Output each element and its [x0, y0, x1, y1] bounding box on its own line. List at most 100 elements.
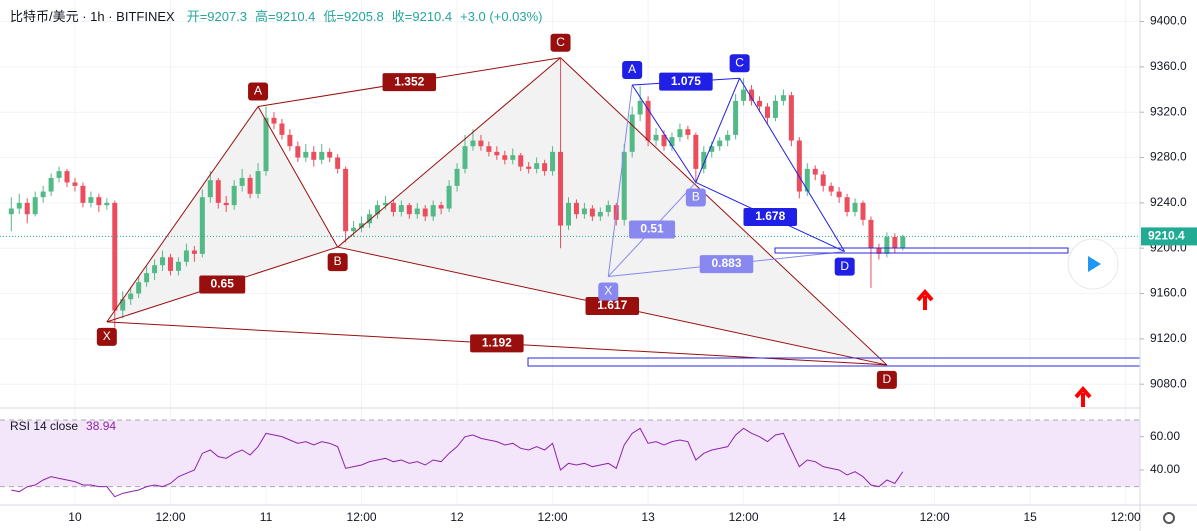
point-box: [96, 327, 117, 346]
candle-body: [406, 205, 412, 215]
ratio-box: [585, 297, 640, 315]
candle-body: [534, 163, 540, 169]
candle-body: [263, 117, 269, 172]
candle-body: [231, 185, 237, 206]
candle-body: [327, 151, 333, 158]
candle-body: [868, 219, 874, 249]
pattern-leg: [607, 84, 633, 277]
point-label: C: [735, 55, 744, 69]
point-box: [876, 370, 897, 389]
candle-body: [812, 168, 818, 175]
play-button[interactable]: [1067, 238, 1119, 290]
candle-body: [16, 202, 22, 209]
x-tick-label: 12:00: [1111, 510, 1141, 524]
candle-body: [311, 151, 317, 160]
candle-body: [709, 146, 715, 152]
candle-body: [876, 248, 882, 254]
candle-body: [764, 106, 770, 118]
header: 比特币/美元 · 1h · BITFINEX 开=9207.3 高=9210.4 低=…: [10, 9, 543, 24]
y-tick-label: 60.00: [1150, 429, 1180, 443]
last-price-label: 9210.4: [1148, 229, 1185, 243]
candle-body: [589, 208, 595, 217]
ratio-label: 0.883: [711, 256, 741, 270]
point-label: X: [103, 329, 111, 343]
candle-body: [462, 146, 468, 169]
candle-body: [64, 171, 70, 183]
ratio-label: 0.51: [640, 222, 664, 236]
y-tick-label: 9160.0: [1150, 286, 1187, 300]
arrow-icon: [916, 288, 934, 310]
ratio-box: [382, 73, 437, 92]
candle-body: [637, 100, 643, 115]
candle-body: [542, 163, 548, 172]
x-tick-label: 12: [450, 510, 464, 524]
candle-body: [438, 205, 444, 209]
pattern-leg: [106, 106, 259, 323]
x-tick-label: 12:00: [538, 510, 568, 524]
candle-body: [780, 95, 786, 101]
candle-body: [558, 151, 564, 226]
candle-body: [510, 155, 516, 160]
candle-body: [828, 185, 834, 192]
candle-body: [32, 197, 38, 215]
candle-body: [852, 202, 858, 212]
candle-body: [772, 100, 778, 118]
candle-body: [605, 205, 611, 212]
open-label: 开=9207.3: [187, 9, 247, 24]
point-label: C: [556, 35, 565, 49]
candle-body: [717, 140, 723, 147]
candle-body: [414, 208, 420, 215]
point-box: [622, 61, 643, 79]
candle-body: [56, 171, 62, 178]
candle-body: [454, 168, 460, 186]
candle-body: [199, 197, 205, 254]
settings-button[interactable]: [1163, 512, 1175, 524]
play-icon[interactable]: [1088, 256, 1101, 272]
candle-body: [844, 197, 850, 212]
candle-body: [422, 208, 428, 217]
change-label: +3.0 (+0.03%): [460, 9, 542, 24]
candle-body: [804, 168, 810, 192]
candle-body: [88, 197, 94, 203]
ratio-box: [199, 275, 246, 294]
candle-body: [303, 151, 309, 158]
candle-body: [223, 202, 229, 206]
settings-icon[interactable]: [1163, 512, 1175, 524]
point-label: A: [628, 62, 636, 76]
pattern-leg: [739, 77, 846, 252]
candle-body: [629, 114, 635, 152]
candle-body: [175, 261, 181, 271]
ratio-label: 1.617: [597, 298, 627, 312]
axes: 10 12:00 11 12:00 12 12:00 13 12:00 14 12:00 15 12:…: [68, 14, 1197, 524]
candle-body: [733, 100, 739, 135]
x-tick-label: 14: [832, 510, 846, 524]
candle-body: [112, 202, 118, 311]
candle-body: [279, 123, 285, 135]
pattern-leg: [560, 57, 888, 366]
close-label: 收=9210.4: [392, 9, 452, 24]
candle-body: [685, 129, 691, 135]
candle-body: [183, 250, 189, 262]
symbol-title: 比特币/美元 · 1h · BITFINEX: [10, 9, 175, 24]
x-tick-label: 11: [260, 510, 273, 524]
x-tick-label: 12:00: [729, 510, 759, 524]
candle-body: [677, 129, 683, 138]
point-label: B: [334, 254, 342, 268]
candle-body: [239, 177, 245, 186]
candle-body: [343, 168, 349, 232]
y-tick-label: 9400.0: [1150, 14, 1187, 28]
candle-body: [581, 208, 587, 215]
pattern-fills: [106, 57, 887, 365]
candle-body: [152, 265, 158, 274]
rsi-band: [0, 420, 1140, 487]
low-label: 低=9205.8: [323, 9, 383, 24]
candle-body: [565, 202, 571, 226]
candle-body: [661, 134, 667, 147]
candles: [0, 57, 1140, 498]
candle-body: [645, 100, 651, 141]
candle-body: [120, 299, 126, 311]
candle-body: [128, 293, 134, 300]
candle-body: [573, 202, 579, 215]
arrow-icon: [1074, 385, 1092, 407]
y-tick-label: 9280.0: [1150, 150, 1187, 164]
